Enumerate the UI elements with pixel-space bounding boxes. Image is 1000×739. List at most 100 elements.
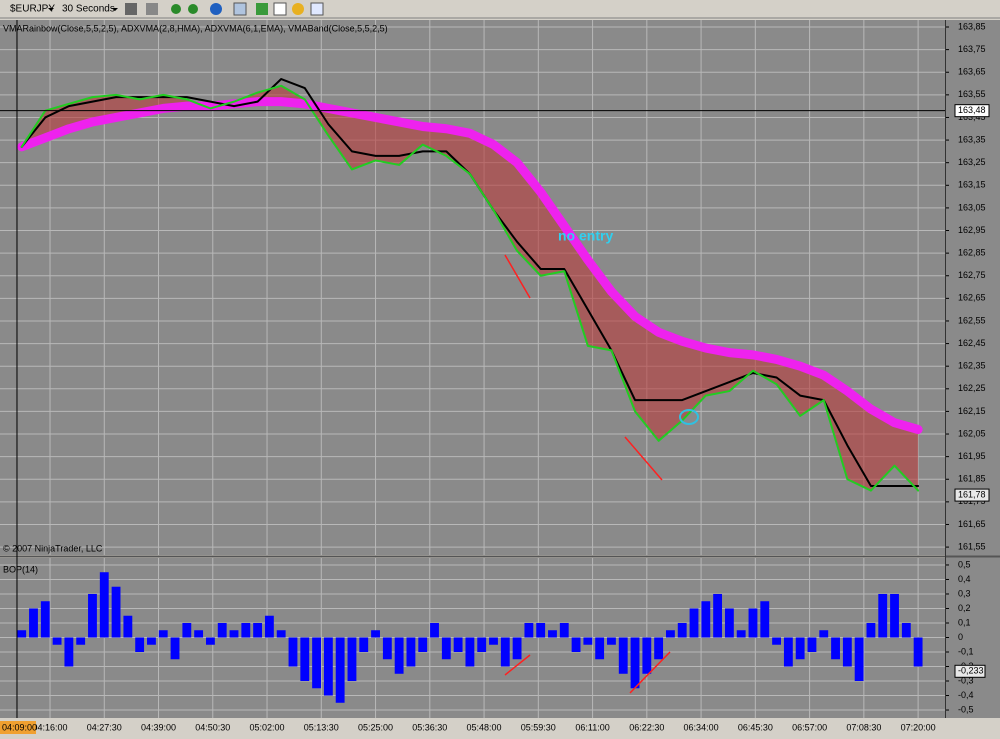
y-tick-label: -0,4 <box>958 690 974 700</box>
bar <box>300 637 310 682</box>
bar <box>394 637 404 674</box>
bar <box>913 637 923 667</box>
icon[interactable] <box>146 3 158 15</box>
bar <box>630 637 640 689</box>
bar <box>205 637 215 645</box>
x-tick-label: 05:13:30 <box>304 722 339 732</box>
icon[interactable] <box>273 2 287 16</box>
bar <box>147 637 156 645</box>
bar <box>359 637 369 652</box>
copyright: © 2007 NinjaTrader, LLC <box>3 543 103 553</box>
x-tick-label: 06:11:00 <box>575 722 609 732</box>
y-tick-label: 163,65 <box>958 67 986 77</box>
bar <box>854 637 864 682</box>
x-tick-label: 07:08:30 <box>846 722 881 732</box>
bar <box>99 572 109 638</box>
bar <box>748 608 758 638</box>
price-label: 163,48 <box>958 105 986 115</box>
bar <box>253 622 263 638</box>
y-tick-label: 0,5 <box>958 559 971 569</box>
bar <box>194 630 204 638</box>
symbol[interactable]: $EURJPY <box>10 4 55 15</box>
x-tick-label: 05:02:00 <box>250 722 285 732</box>
bar <box>111 586 121 638</box>
y-tick-label: 162,85 <box>958 248 986 258</box>
last-value-label: 161,78 <box>958 489 986 499</box>
y-tick-label: 162,35 <box>958 361 986 371</box>
icon[interactable] <box>171 4 181 14</box>
bar <box>29 608 38 638</box>
y-tick-label: 161,55 <box>958 541 986 551</box>
x-tick-label: 04:39:00 <box>141 722 176 732</box>
bar <box>890 593 899 638</box>
icon[interactable] <box>210 3 222 15</box>
bop-label: BOP(14) <box>3 564 38 574</box>
bar <box>783 637 793 667</box>
bar <box>736 630 746 638</box>
x-tick-label: 05:59:30 <box>521 722 556 732</box>
bar <box>64 637 74 667</box>
x-tick-label: 06:45:30 <box>738 722 773 732</box>
bar <box>866 622 876 638</box>
bar <box>418 637 428 652</box>
bar <box>158 630 168 638</box>
bar <box>760 601 770 638</box>
bar <box>701 601 711 638</box>
bar <box>642 637 652 674</box>
bar <box>831 637 840 660</box>
icon[interactable] <box>233 2 247 16</box>
x-tick-label: 06:57:00 <box>792 722 827 732</box>
annotation: no entry <box>558 228 613 244</box>
x-tick-label: 05:48:00 <box>467 722 502 732</box>
cursor-time-label: 04:09:00 <box>2 722 37 732</box>
trend-line <box>504 654 531 676</box>
bar <box>607 637 616 645</box>
last-value-box <box>954 664 986 678</box>
cursor-time-box <box>0 721 36 734</box>
y-tick-label: 162,25 <box>958 383 986 393</box>
y-tick-label: 163,05 <box>958 202 986 212</box>
y-tick-label: -0,5 <box>958 704 974 714</box>
bar <box>229 630 239 638</box>
icon[interactable] <box>310 2 324 16</box>
interval[interactable]: 30 Seconds <box>62 4 115 15</box>
icon[interactable] <box>256 3 268 15</box>
y-tick-label: 162,55 <box>958 315 986 325</box>
bar <box>654 637 664 660</box>
toolbar-icons[interactable] <box>125 2 324 16</box>
bar <box>677 622 687 638</box>
bar <box>182 622 192 638</box>
bar <box>477 637 487 652</box>
indicator-label: VMARainbow(Close,5,5,2,5), ADXVMA(2,8,HM… <box>3 23 388 33</box>
last-value-box <box>954 488 990 502</box>
bar <box>842 637 852 667</box>
plot-layer: 161,55161,65161,75161,85161,95162,05162,… <box>0 20 990 734</box>
series-line <box>20 84 920 492</box>
icon[interactable] <box>292 3 304 15</box>
y-tick-label: 0,3 <box>958 588 971 598</box>
band-fill <box>21 85 919 491</box>
bar <box>724 608 734 638</box>
bar <box>713 593 723 638</box>
bar <box>524 622 534 638</box>
bar <box>772 637 781 645</box>
y-tick-label: 162,05 <box>958 428 986 438</box>
bar <box>371 630 380 638</box>
icon[interactable] <box>125 3 137 15</box>
trend-line <box>504 254 531 299</box>
trend-line <box>629 651 671 694</box>
bar <box>335 637 345 703</box>
bar <box>323 637 333 696</box>
x-tick-label: 07:20:00 <box>901 722 936 732</box>
icon[interactable] <box>188 4 198 14</box>
bar <box>276 630 286 638</box>
bar <box>430 622 439 638</box>
y-tick-label: 163,25 <box>958 157 986 167</box>
bar <box>312 637 321 689</box>
y-tick-label: 163,35 <box>958 134 986 144</box>
circle-marker <box>679 409 699 425</box>
y-tick-label: 162,75 <box>958 270 986 280</box>
bar <box>241 622 251 638</box>
bar <box>52 637 62 645</box>
x-tick-label: 06:22:30 <box>629 722 664 732</box>
